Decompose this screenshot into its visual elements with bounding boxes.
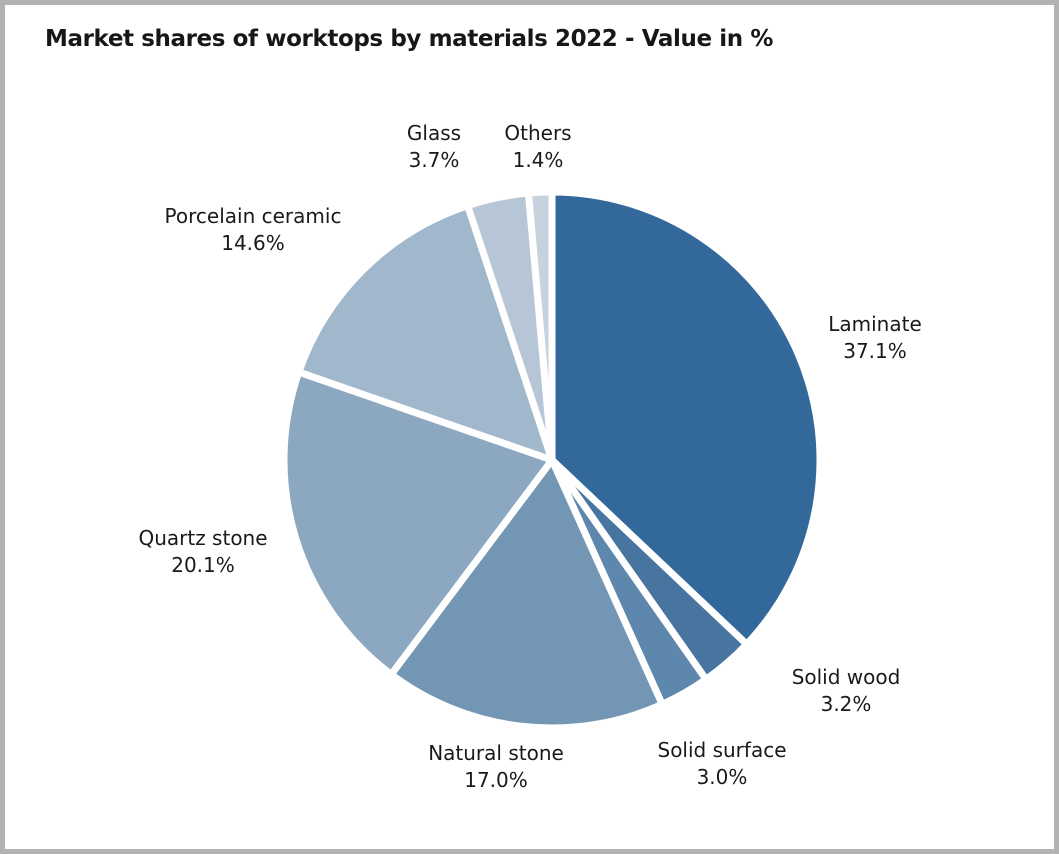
chart-title: Market shares of worktops by materials 2… xyxy=(45,26,773,52)
pie-slice-quartz-stone xyxy=(280,368,556,678)
pie-slice-natural-stone xyxy=(387,456,666,732)
pie-slice-others xyxy=(524,188,556,464)
pie-slice-laminate xyxy=(548,188,824,648)
pie-chart xyxy=(280,188,824,732)
